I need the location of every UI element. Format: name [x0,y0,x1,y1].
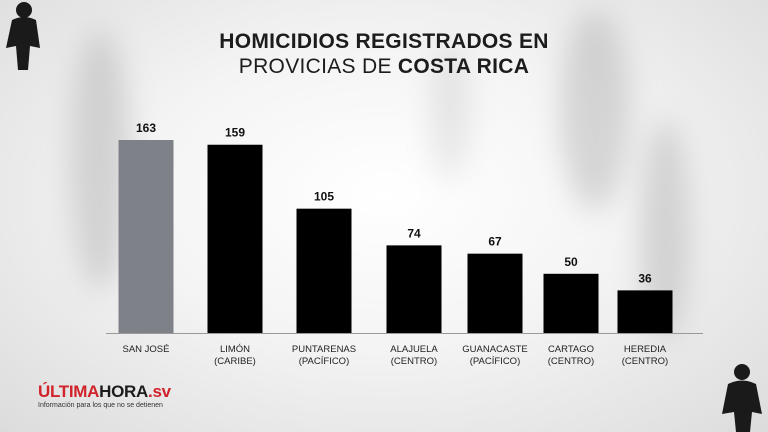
bar [467,253,523,333]
logo-part-sv: .sv [148,382,171,401]
data-label: 50 [564,255,578,269]
category-label: (CENTRO) [548,356,594,367]
chart-title-line1: HOMICIDIOS REGISTRADOS EN [219,30,549,53]
chart-title-country: COSTA RICA [397,55,530,78]
category-label: (CENTRO) [622,356,668,367]
category-label: SAN JOSÉ [123,344,170,355]
category-label: CARTAGO [548,344,594,355]
background-figure [560,10,630,210]
category-label: (CARIBE) [214,356,256,367]
category-label: (CENTRO) [391,356,437,367]
logo-part-hora: HORA [99,382,149,401]
bar [118,140,174,333]
silhouette-bottom-right-icon [722,364,762,432]
data-label: 163 [136,121,156,135]
logo-part-ultima: ÚLTIMA [38,382,100,401]
chart-title-prefix: PROVICIAS DE [238,55,398,78]
data-label: 74 [407,226,421,240]
silhouette-top-left-icon [6,2,40,70]
background-figure [430,40,470,180]
category-label: LIMÓN [220,344,250,355]
category-label: (PACÍFICO) [470,356,521,367]
bar [617,290,673,333]
data-label: 159 [225,126,245,140]
data-label: 105 [314,190,334,204]
data-label: 67 [488,235,502,249]
category-label: HEREDIA [624,344,667,355]
bar [386,245,442,333]
logo-tagline: Información para los que no se detienen [38,402,163,409]
chart-title-line2: PROVICIAS DE COSTA RICA [0,55,768,79]
logo-wordmark: ÚLTIMAHORA.sv [38,383,171,401]
category-label: (PACÍFICO) [299,356,350,367]
bar [296,208,352,333]
bar [543,273,599,333]
category-label: GUANACASTE [462,344,527,355]
category-label: PUNTARENAS [292,344,356,355]
bar [207,144,263,333]
data-label: 36 [638,271,652,285]
category-label: ALAJUELA [390,344,438,355]
ultimahora-logo: ÚLTIMAHORA.sv Información para los que n… [38,383,171,410]
